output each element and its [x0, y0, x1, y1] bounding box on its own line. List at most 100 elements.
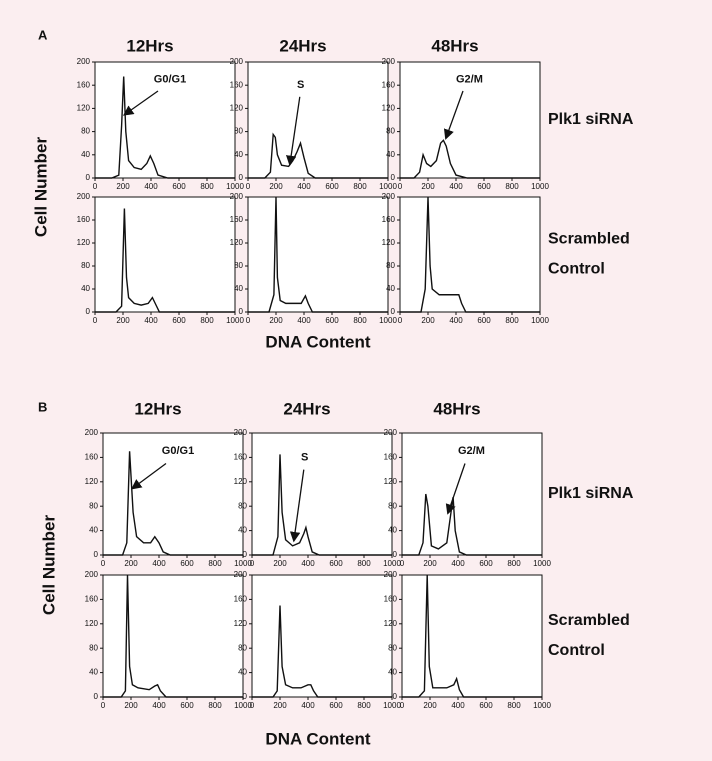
x-tick-label: 400	[144, 182, 158, 191]
x-tick-label: 800	[353, 316, 367, 325]
y-tick-label: 120	[234, 477, 248, 486]
y-tick-label: 120	[384, 619, 398, 628]
x-tick-label: 400	[297, 182, 311, 191]
y-tick-label: 80	[81, 261, 90, 270]
x-tick-label: 600	[479, 559, 493, 568]
x-tick-label: 1000	[533, 559, 551, 568]
column-title: 12Hrs	[126, 36, 173, 55]
row-label: Plk1 siRNA	[548, 111, 634, 128]
row-label: Control	[548, 642, 605, 659]
y-tick-label: 0	[94, 692, 99, 701]
plot-frame	[94, 196, 236, 313]
x-tick-label: 1000	[531, 182, 549, 191]
x-tick-label: 0	[398, 182, 403, 191]
y-tick-label: 0	[391, 307, 396, 316]
x-tick-label: 800	[200, 316, 214, 325]
x-tick-label: 400	[451, 559, 465, 568]
y-tick-label: 40	[238, 668, 247, 677]
y-tick-label: 120	[230, 238, 244, 247]
column-title: 48Hrs	[431, 36, 478, 55]
annotation-arrow	[445, 463, 466, 515]
y-tick-label: 0	[393, 692, 398, 701]
y-tick-label: 0	[391, 173, 396, 182]
plot-frame	[251, 574, 393, 698]
column-title: 24Hrs	[279, 36, 326, 55]
plot-frame	[251, 432, 393, 556]
annotation: S	[301, 451, 308, 463]
x-tick-label: 1000	[379, 182, 397, 191]
annotation: G0/G1	[154, 73, 186, 85]
histogram-trace	[103, 574, 243, 698]
x-tick-label: 200	[269, 316, 283, 325]
x-tick-label: 1000	[234, 701, 252, 710]
x-tick-label: 400	[449, 182, 463, 191]
x-tick-label: 800	[208, 559, 222, 568]
plot-frame	[399, 196, 541, 313]
y-tick-label: 200	[230, 192, 244, 201]
histogram-trace	[248, 132, 388, 179]
x-tick-label: 600	[329, 701, 343, 710]
y-tick-label: 160	[77, 80, 91, 89]
x-tick-label: 400	[297, 316, 311, 325]
plot-frame	[247, 196, 389, 313]
y-tick-label: 200	[77, 192, 91, 201]
x-tick-label: 600	[180, 559, 194, 568]
y-tick-label: 120	[77, 238, 91, 247]
annotation: S	[297, 79, 304, 91]
y-tick-label: 160	[384, 595, 398, 604]
y-tick-label: 80	[238, 501, 247, 510]
annotation: G0/G1	[162, 445, 194, 457]
x-tick-label: 800	[505, 182, 519, 191]
y-tick-label: 80	[386, 261, 395, 270]
y-tick-label: 40	[89, 668, 98, 677]
y-tick-label: 120	[384, 477, 398, 486]
x-tick-label: 1000	[226, 316, 244, 325]
y-tick-label: 160	[85, 595, 99, 604]
y-tick-label: 0	[86, 307, 91, 316]
y-tick-label: 200	[230, 57, 244, 66]
histogram-trace	[248, 196, 388, 313]
y-tick-label: 80	[89, 501, 98, 510]
y-tick-label: 40	[81, 150, 90, 159]
histogram-trace	[95, 208, 235, 313]
x-tick-label: 800	[357, 559, 371, 568]
annotation-arrow	[289, 469, 305, 543]
x-tick-label: 600	[479, 701, 493, 710]
y-tick-label: 160	[382, 80, 396, 89]
y-tick-label: 200	[382, 57, 396, 66]
x-tick-label: 800	[505, 316, 519, 325]
histogram-trace	[402, 574, 542, 698]
y-tick-label: 120	[230, 104, 244, 113]
x-tick-label: 800	[507, 701, 521, 710]
histogram-trace	[400, 139, 540, 179]
y-tick-label: 160	[85, 453, 99, 462]
x-tick-label: 0	[250, 701, 255, 710]
y-tick-label: 0	[239, 173, 244, 182]
y-tick-label: 160	[230, 80, 244, 89]
column-title: 12Hrs	[134, 399, 181, 418]
x-tick-label: 400	[144, 316, 158, 325]
x-tick-label: 600	[477, 182, 491, 191]
x-tick-label: 800	[353, 182, 367, 191]
x-tick-label: 200	[116, 182, 130, 191]
x-tick-label: 0	[400, 701, 405, 710]
y-tick-label: 80	[388, 501, 397, 510]
x-tick-label: 600	[180, 701, 194, 710]
row-label: Scrambled	[548, 612, 630, 629]
x-tick-label: 1000	[383, 559, 401, 568]
x-tick-label: 1000	[226, 182, 244, 191]
y-tick-label: 40	[234, 150, 243, 159]
x-tick-label: 200	[423, 701, 437, 710]
y-tick-label: 160	[77, 215, 91, 224]
y-tick-label: 80	[238, 643, 247, 652]
x-tick-label: 0	[250, 559, 255, 568]
annotation-arrow	[131, 462, 167, 490]
x-tick-label: 1000	[533, 701, 551, 710]
y-tick-label: 80	[81, 127, 90, 136]
x-tick-label: 400	[152, 559, 166, 568]
y-tick-label: 200	[384, 428, 398, 437]
histogram-trace	[95, 76, 235, 179]
y-tick-label: 40	[388, 668, 397, 677]
y-tick-label: 200	[384, 570, 398, 579]
y-axis-label: Cell Number	[31, 137, 50, 238]
